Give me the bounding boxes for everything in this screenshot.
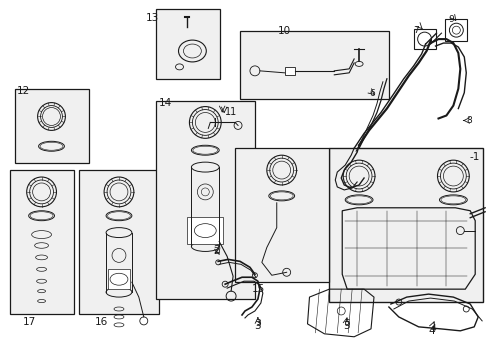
Bar (328, 148, 482, 302)
Bar (155, 100, 254, 299)
Bar (445, 19, 467, 41)
Text: 15: 15 (251, 284, 264, 294)
Text: 16: 16 (94, 317, 107, 327)
Text: 6: 6 (368, 89, 374, 98)
Bar (413, 29, 435, 49)
Text: 3: 3 (253, 321, 260, 331)
Bar (155, 9, 220, 79)
Text: 10: 10 (277, 26, 290, 36)
Text: 9: 9 (447, 15, 453, 24)
Bar (10, 170, 74, 314)
Text: 8: 8 (466, 116, 471, 125)
Bar (235, 148, 328, 282)
Text: 5: 5 (344, 319, 349, 328)
Text: 11: 11 (224, 107, 237, 117)
Bar (15, 89, 89, 163)
Text: 12: 12 (17, 86, 30, 96)
Text: 2: 2 (213, 246, 220, 256)
Bar (240, 31, 388, 99)
Bar (108, 269, 130, 289)
Text: 7: 7 (413, 26, 419, 35)
Text: -1: -1 (469, 152, 479, 162)
Text: 13: 13 (145, 13, 159, 23)
Bar (79, 170, 158, 314)
Text: 14: 14 (158, 98, 172, 108)
Text: 2: 2 (213, 247, 219, 256)
Text: 17: 17 (23, 317, 36, 327)
Text: 4: 4 (427, 326, 434, 336)
Bar (284, 67, 294, 75)
Bar (187, 217, 223, 244)
Text: 3: 3 (254, 319, 260, 328)
Text: 4: 4 (429, 324, 435, 333)
Text: 5: 5 (343, 321, 349, 331)
